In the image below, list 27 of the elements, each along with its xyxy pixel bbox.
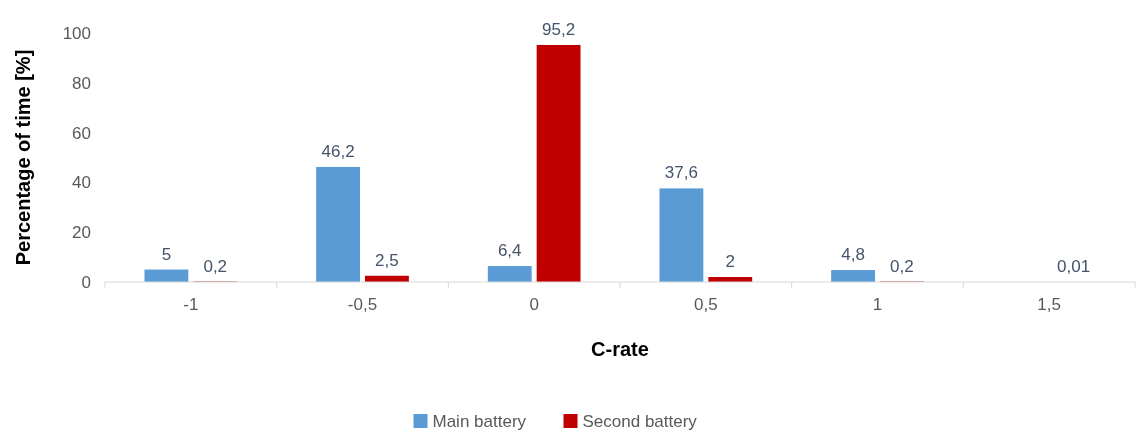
data-label: 2,5 — [375, 250, 399, 270]
data-label: 2 — [725, 252, 735, 272]
y-tick-label: 20 — [72, 223, 91, 243]
y-tick-label: 60 — [72, 123, 91, 143]
data-label: 4,8 — [841, 245, 865, 265]
data-label: 37,6 — [664, 163, 698, 183]
x-tick-label: 0 — [529, 295, 539, 314]
x-tick-label: 1 — [872, 295, 883, 314]
y-axis-title: Percentage of time [%] — [12, 49, 34, 266]
x-tick-label: 0,5 — [694, 295, 718, 314]
x-tick-label: -1 — [183, 295, 199, 314]
data-label: 95,2 — [542, 19, 576, 39]
y-tick-label: 0 — [81, 272, 91, 292]
data-label: 46,2 — [321, 141, 355, 161]
x-axis-title: C-rate — [591, 338, 649, 360]
legend-label: Main battery — [432, 412, 527, 431]
data-label: 6,4 — [497, 241, 522, 261]
data-label: 0,2 — [203, 256, 228, 276]
y-tick-label: 100 — [62, 23, 91, 43]
y-tick-label: 40 — [72, 173, 91, 193]
data-label: 5 — [161, 244, 172, 264]
y-tick-label: 80 — [72, 73, 91, 93]
legend-label: Second battery — [582, 412, 698, 431]
x-tick-label: 1,5 — [1037, 295, 1061, 314]
data-label: 0,2 — [890, 256, 914, 276]
x-tick-label: -0,5 — [347, 295, 378, 314]
data-label: 0,01 — [1057, 256, 1091, 276]
